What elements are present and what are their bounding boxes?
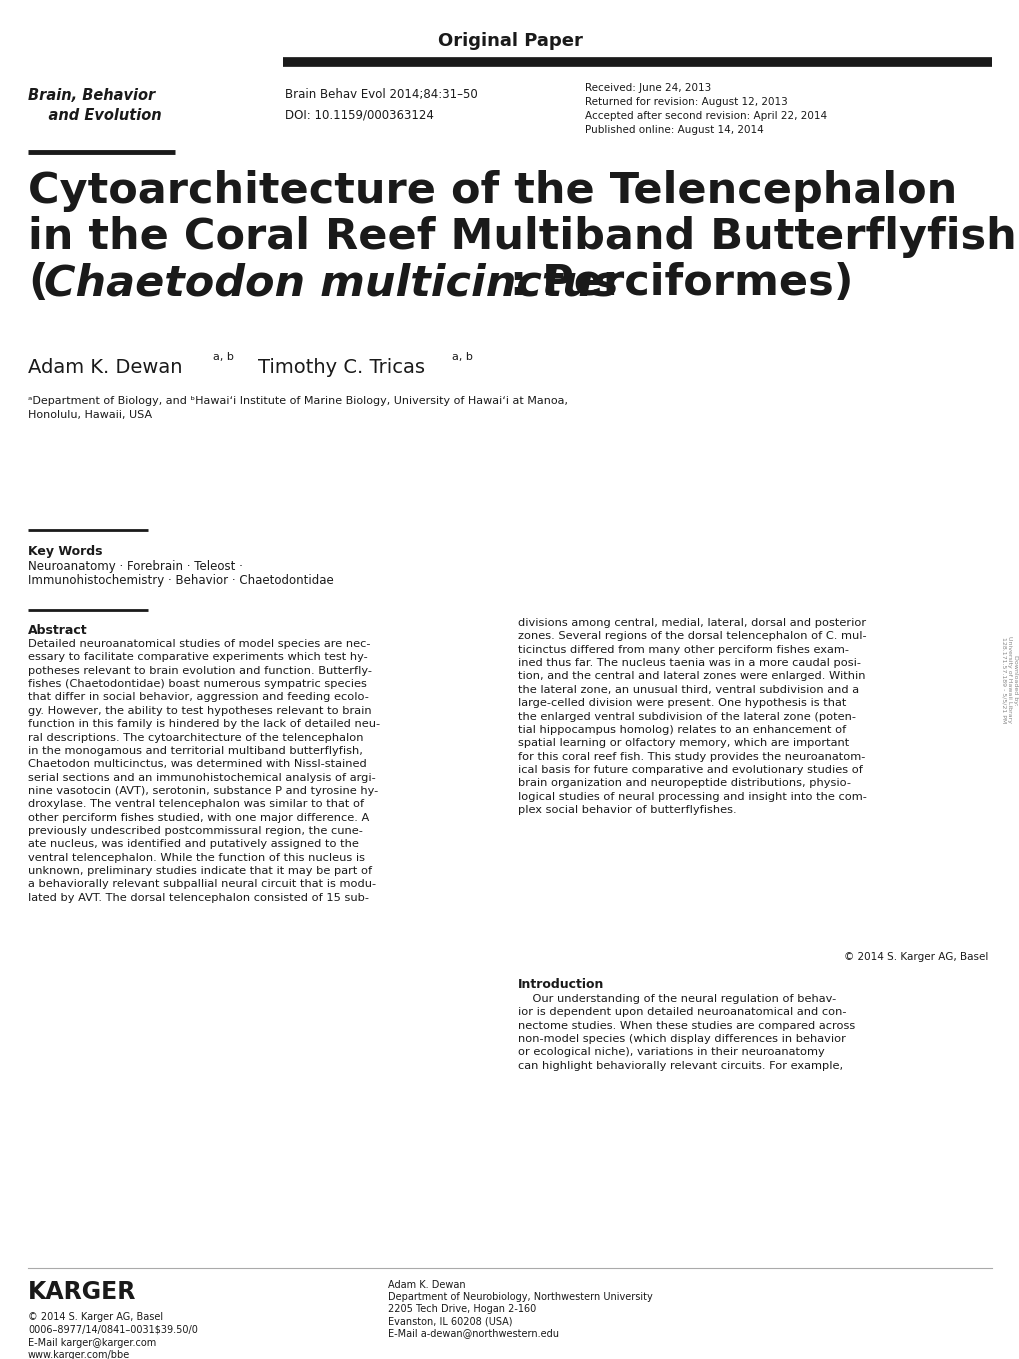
Text: a, b: a, b xyxy=(213,352,233,361)
Text: a, b: a, b xyxy=(451,352,473,361)
Text: Adam K. Dewan: Adam K. Dewan xyxy=(387,1280,465,1290)
Text: Department of Neurobiology, Northwestern University: Department of Neurobiology, Northwestern… xyxy=(387,1292,652,1302)
Text: Original Paper: Original Paper xyxy=(437,33,582,50)
Text: Detailed neuroanatomical studies of model species are nec-
essary to facilitate : Detailed neuroanatomical studies of mode… xyxy=(28,639,380,902)
Text: Introduction: Introduction xyxy=(518,978,604,991)
Text: : Perciformes): : Perciformes) xyxy=(510,262,853,304)
Text: ᵃDepartment of Biology, and ᵇHawaiʻi Institute of Marine Biology, University of : ᵃDepartment of Biology, and ᵇHawaiʻi Ins… xyxy=(28,395,568,406)
Text: Published online: August 14, 2014: Published online: August 14, 2014 xyxy=(585,125,763,135)
Text: Our understanding of the neural regulation of behav-
ior is dependent upon detai: Our understanding of the neural regulati… xyxy=(518,993,854,1071)
Text: in the Coral Reef Multiband Butterflyfish: in the Coral Reef Multiband Butterflyfis… xyxy=(28,216,1016,258)
Text: E-Mail karger@karger.com: E-Mail karger@karger.com xyxy=(28,1339,156,1348)
Text: KARGER: KARGER xyxy=(28,1280,137,1305)
Text: www.karger.com/bbe: www.karger.com/bbe xyxy=(28,1349,130,1359)
Text: Evanston, IL 60208 (USA): Evanston, IL 60208 (USA) xyxy=(387,1316,512,1326)
Text: Chaetodon multicinctus: Chaetodon multicinctus xyxy=(44,262,618,304)
Text: 0006–8977/14/0841–0031$39.50/0: 0006–8977/14/0841–0031$39.50/0 xyxy=(28,1324,198,1335)
Text: Neuroanatomy · Forebrain · Teleost ·: Neuroanatomy · Forebrain · Teleost · xyxy=(28,560,243,573)
Text: (: ( xyxy=(28,262,48,304)
Text: Returned for revision: August 12, 2013: Returned for revision: August 12, 2013 xyxy=(585,96,787,107)
Text: and Evolution: and Evolution xyxy=(28,107,161,124)
Text: Cytoarchitecture of the Telencephalon: Cytoarchitecture of the Telencephalon xyxy=(28,170,956,212)
Text: Honolulu, Hawaii, USA: Honolulu, Hawaii, USA xyxy=(28,410,152,420)
Text: Brain, Behavior: Brain, Behavior xyxy=(28,88,155,103)
Text: E-Mail a-dewan@northwestern.edu: E-Mail a-dewan@northwestern.edu xyxy=(387,1328,558,1339)
Text: Key Words: Key Words xyxy=(28,545,102,559)
Text: Timothy C. Tricas: Timothy C. Tricas xyxy=(258,357,425,376)
Text: Immunohistochemistry · Behavior · Chaetodontidae: Immunohistochemistry · Behavior · Chaeto… xyxy=(28,573,333,587)
Text: Accepted after second revision: April 22, 2014: Accepted after second revision: April 22… xyxy=(585,111,826,121)
Text: Brain Behav Evol 2014;84:31–50: Brain Behav Evol 2014;84:31–50 xyxy=(284,88,477,101)
Text: divisions among central, medial, lateral, dorsal and posterior
zones. Several re: divisions among central, medial, lateral… xyxy=(518,618,866,815)
Text: Abstract: Abstract xyxy=(28,624,88,637)
Text: Downloaded by:
University of Hawaii Library
128.171.57.189 - 5/5/21 PM: Downloaded by: University of Hawaii Libr… xyxy=(1001,636,1017,723)
Text: © 2014 S. Karger AG, Basel: © 2014 S. Karger AG, Basel xyxy=(843,953,987,962)
Text: Adam K. Dewan: Adam K. Dewan xyxy=(28,357,182,376)
Text: 2205 Tech Drive, Hogan 2-160: 2205 Tech Drive, Hogan 2-160 xyxy=(387,1305,536,1314)
Text: Received: June 24, 2013: Received: June 24, 2013 xyxy=(585,83,710,92)
Text: DOI: 10.1159/000363124: DOI: 10.1159/000363124 xyxy=(284,107,433,121)
Text: © 2014 S. Karger AG, Basel: © 2014 S. Karger AG, Basel xyxy=(28,1311,163,1322)
